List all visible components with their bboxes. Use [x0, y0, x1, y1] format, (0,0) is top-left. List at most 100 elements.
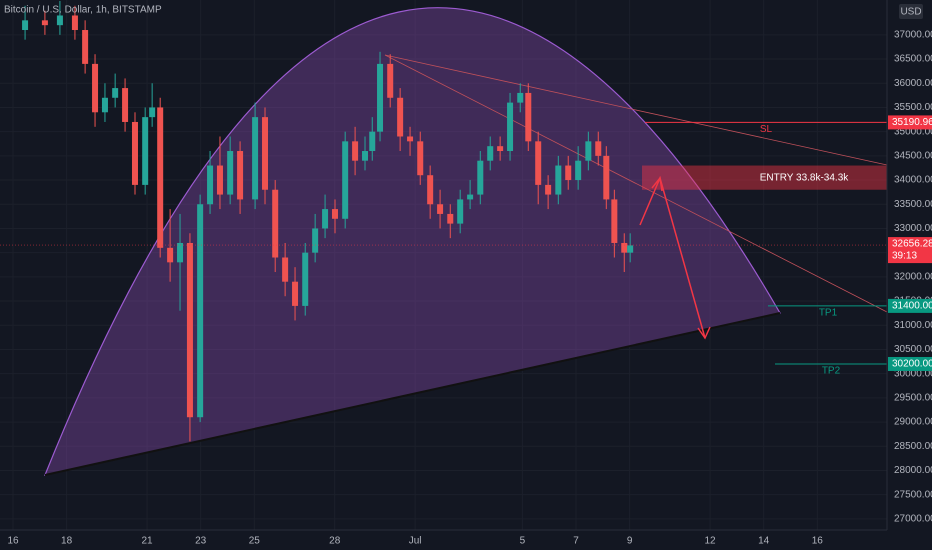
candle-body: [131, 121, 138, 185]
y-tick-label: 36000.00: [894, 78, 932, 89]
candle-body: [555, 165, 562, 195]
candle-body: [167, 247, 174, 263]
y-tick-label: 34500.00: [894, 150, 932, 161]
candle-body: [112, 88, 119, 98]
candle-body: [331, 209, 338, 219]
candle-body: [497, 146, 504, 152]
x-tick-label: 28: [329, 536, 341, 547]
candle-body: [595, 141, 602, 156]
candle-body: [227, 151, 234, 195]
candle-body: [507, 102, 514, 152]
candle-body: [282, 257, 289, 282]
candle-body: [149, 107, 156, 118]
candle-body: [312, 228, 319, 253]
candle-body: [82, 30, 89, 64]
candle-body: [627, 245, 634, 253]
chart-title: Bitcoin / U.S. Dollar, 1h, BITSTAMP: [4, 5, 162, 16]
candle-body: [342, 141, 349, 219]
y-tick-label: 37000.00: [894, 29, 932, 40]
price-tag: [888, 298, 932, 313]
price-tag-label: 30200.00: [892, 359, 932, 370]
candle-body: [177, 242, 184, 263]
candle-body: [565, 165, 572, 181]
candle-body: [302, 252, 309, 306]
y-tick-label: 34000.00: [894, 175, 932, 186]
annotations: ENTRY 33.8k-34.3k SL TP1 TP2: [0, 121, 887, 377]
entry-zone: [642, 165, 887, 190]
y-tick-label: 35500.00: [894, 102, 932, 113]
current-price-tag: [888, 237, 932, 264]
x-tick-label: 14: [758, 536, 770, 547]
candle-body: [487, 146, 494, 161]
x-tick-label: 16: [7, 536, 19, 547]
dome-shape: [44, 7, 781, 476]
y-tick-label: 27000.00: [894, 514, 932, 525]
candle-body: [377, 63, 384, 132]
candle-body: [92, 63, 99, 113]
y-tick-label: 30000.00: [894, 368, 932, 379]
x-tick-label: 21: [141, 536, 153, 547]
countdown: 39:13: [892, 251, 917, 262]
y-tick-label: 31000.00: [894, 320, 932, 331]
grid: [0, 0, 887, 530]
currency: USD: [900, 7, 921, 18]
level-name: TP2: [822, 366, 841, 377]
candle-body: [437, 204, 444, 214]
x-tick-label: 25: [249, 536, 261, 547]
y-tick-label: 32000.00: [894, 271, 932, 282]
candle-body: [603, 155, 610, 200]
candle-body: [71, 15, 78, 31]
candle-body: [157, 107, 164, 248]
neckline: [44, 312, 781, 476]
x-tick-label: 5: [520, 536, 526, 547]
y-tick-label: 35000.00: [894, 126, 932, 137]
x-tick-label: 16: [812, 536, 824, 547]
arrow-head: [651, 176, 663, 192]
candle-body: [427, 175, 434, 205]
y-tick-label: 29500.00: [894, 393, 932, 404]
candle-body: [457, 199, 464, 224]
candle-body: [362, 151, 369, 161]
candle-body: [252, 117, 259, 200]
candle-body: [525, 92, 532, 142]
y-tick-label: 29000.00: [894, 417, 932, 428]
candle-body: [387, 63, 394, 98]
candle-body: [585, 141, 592, 161]
current-price-label: 32656.28: [892, 239, 932, 250]
candle-body: [322, 209, 329, 229]
candle-body: [56, 15, 63, 26]
x-tick-label: 18: [61, 536, 73, 547]
y-tick-label: 27500.00: [894, 489, 932, 500]
x-tick-label: 7: [573, 536, 579, 547]
level-name: SL: [760, 124, 773, 135]
price-axis: [887, 0, 932, 550]
candle-body: [397, 97, 404, 137]
candle-body: [216, 165, 223, 195]
candle-body: [262, 117, 269, 190]
candle-body: [122, 88, 129, 122]
candle-body: [186, 242, 193, 418]
y-tick-label: 28500.00: [894, 441, 932, 452]
candle-body: [447, 213, 454, 224]
trend-line: [384, 54, 888, 313]
candle-body: [352, 141, 359, 161]
candle-body: [621, 242, 628, 253]
x-tick-label: 12: [704, 536, 716, 547]
candle-body: [272, 189, 279, 258]
candle-body: [207, 165, 214, 205]
arrow-head: [697, 326, 711, 340]
x-tick-label: 23: [195, 536, 207, 547]
candle-body: [197, 204, 204, 418]
candle-body: [22, 20, 29, 31]
candle-body: [417, 141, 424, 176]
x-tick-label: Jul: [409, 536, 422, 547]
candle-body: [611, 199, 618, 243]
candle-body: [407, 136, 414, 142]
level-name: TP1: [819, 308, 838, 319]
y-tick-label: 33500.00: [894, 199, 932, 210]
y-tick-label: 36500.00: [894, 54, 932, 65]
candle-body: [369, 131, 376, 152]
entry-label: ENTRY 33.8k-34.3k: [760, 172, 850, 183]
